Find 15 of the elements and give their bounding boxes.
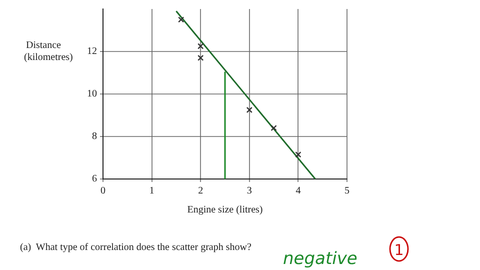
text: negative xyxy=(283,249,358,269)
y-tick-label: 8 xyxy=(92,131,97,142)
y-tick-label: 10 xyxy=(87,88,97,100)
x-tick-label: 5 xyxy=(344,186,350,197)
x-tick-label: 4 xyxy=(296,186,301,197)
y-tick-label: 6 xyxy=(92,174,97,185)
x-tick-label: 1 xyxy=(149,186,154,197)
x-tick-label: 0 xyxy=(100,186,106,197)
x-axis-title: Engine size (litres) xyxy=(187,204,263,216)
text: 1 xyxy=(394,241,404,259)
y-tick-label: 12 xyxy=(87,46,97,58)
x-tick-label: 2 xyxy=(198,186,204,197)
text: (a) What type of correlation does the scatter graph show? xyxy=(20,242,252,253)
y-axis-title: Distance (kilometres) xyxy=(24,40,73,63)
x-tick-label: 3 xyxy=(246,186,252,197)
